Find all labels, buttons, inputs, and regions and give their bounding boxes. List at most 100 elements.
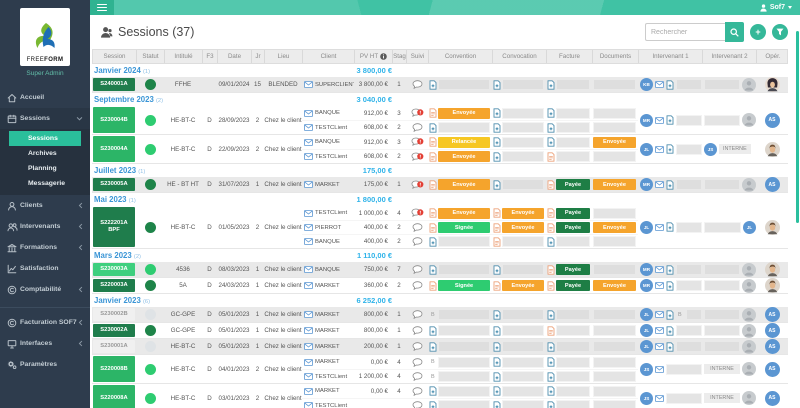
pdf-icon[interactable]: [493, 280, 501, 291]
intervenant1-avatar[interactable]: JL: [640, 308, 653, 321]
document-add-icon[interactable]: [666, 115, 674, 125]
session-row[interactable]: S230001A HE-BT-C D 05/01/2023 1 Chez le clien…: [92, 339, 788, 355]
pdf-icon[interactable]: [429, 208, 437, 218]
session-code-badge[interactable]: S230002B: [93, 308, 135, 321]
operator-photo-avatar[interactable]: [764, 278, 780, 293]
group-label[interactable]: Mai 2023 (1): [94, 195, 136, 204]
chat-alert-icon[interactable]: [410, 152, 424, 162]
document-add-icon[interactable]: [666, 325, 674, 336]
document-add-icon[interactable]: [493, 108, 501, 118]
chat-alert-icon[interactable]: [410, 108, 424, 118]
session-code-badge[interactable]: S230001A: [93, 340, 135, 353]
filter-button[interactable]: [772, 24, 788, 40]
convention-status-badge[interactable]: Signée: [438, 280, 490, 291]
pdf-icon[interactable]: [429, 151, 437, 162]
chat-icon[interactable]: [412, 401, 423, 408]
mail-icon[interactable]: [655, 266, 664, 273]
operator-avatar[interactable]: AS: [764, 112, 780, 128]
hamburger-button[interactable]: [90, 0, 114, 15]
chat-icon[interactable]: [412, 223, 423, 232]
document-add-icon[interactable]: [429, 341, 437, 352]
envelope-icon[interactable]: [304, 343, 313, 350]
session-row[interactable]: S230004B HE-BT-C D 28/09/2023 2 Chez le clien…: [92, 106, 788, 135]
pdf-icon[interactable]: [429, 280, 437, 291]
intervenant1-avatar[interactable]: MR: [640, 178, 653, 191]
chat-icon[interactable]: [412, 281, 423, 290]
envelope-icon[interactable]: [304, 402, 313, 408]
session-row[interactable]: S240001A FFHE 09/01/2024 15 BLENDED SUPERCLIE…: [92, 77, 788, 93]
envelope-icon[interactable]: [304, 311, 313, 318]
session-row[interactable]: S220008B HE-BT-C D 04/01/2023 2 Chez le clien…: [92, 355, 788, 384]
chat-icon[interactable]: [412, 237, 423, 246]
column-header-pv-ht[interactable]: PV HT: [355, 50, 393, 63]
sidebar-subitem-planning[interactable]: Planning: [28, 165, 57, 172]
sidebar-subitem-messagerie[interactable]: Messagerie: [28, 180, 66, 187]
sidebar-item-interfaces[interactable]: Interfaces: [0, 333, 90, 354]
session-code-badge[interactable]: S230005A: [93, 178, 135, 191]
envelope-icon[interactable]: [304, 209, 313, 217]
document-add-icon[interactable]: [493, 400, 501, 408]
convention-status-badge[interactable]: Envoyée: [438, 107, 490, 119]
chat-icon[interactable]: [412, 372, 423, 381]
session-code-badge[interactable]: S230004B: [93, 107, 135, 133]
search-input[interactable]: [645, 23, 725, 41]
session-code-badge[interactable]: S230002A: [93, 324, 135, 337]
column-header-stag[interactable]: Stag: [393, 50, 407, 63]
facture-status-badge[interactable]: Payée: [556, 280, 590, 291]
column-header-suivi[interactable]: Suivi: [407, 50, 429, 63]
operator-avatar[interactable]: AS: [764, 323, 780, 338]
search-button[interactable]: [725, 22, 744, 42]
operator-photo-avatar[interactable]: [764, 141, 780, 157]
pdf-icon[interactable]: [547, 151, 555, 162]
document-add-icon[interactable]: [666, 309, 674, 320]
document-add-icon[interactable]: [429, 264, 437, 275]
document-add-icon[interactable]: [493, 264, 501, 275]
document-add-icon[interactable]: [666, 179, 674, 190]
document-add-icon[interactable]: [493, 325, 501, 336]
session-row[interactable]: S230003A 4536 D 08/03/2023 1 Chez le client BA…: [92, 262, 788, 278]
pdf-icon[interactable]: [493, 236, 501, 247]
session-row[interactable]: S230004A HE-BT-C D 22/09/2023 2 Chez le clien…: [92, 135, 788, 164]
operator-photo-avatar[interactable]: [764, 262, 780, 277]
intervenant1-avatar[interactable]: JS: [640, 391, 653, 405]
facture-status-badge[interactable]: Payée: [556, 179, 590, 190]
mail-icon[interactable]: [655, 394, 664, 402]
pdf-icon[interactable]: [493, 208, 501, 218]
column-header-intervenant-2[interactable]: Intervenant 2: [703, 50, 757, 63]
session-code-badge[interactable]: S220003A: [93, 279, 135, 292]
envelope-icon[interactable]: [304, 124, 313, 131]
envelope-icon[interactable]: [304, 238, 313, 245]
document-add-icon[interactable]: [547, 236, 555, 247]
document-add-icon[interactable]: [547, 108, 555, 118]
session-row[interactable]: S220008A HE-BT-C D 03/01/2023 2 Chez le clien…: [92, 384, 788, 408]
pdf-icon[interactable]: [493, 222, 501, 233]
document-add-icon[interactable]: [493, 151, 501, 162]
pdf-icon[interactable]: [547, 264, 555, 275]
document-add-icon[interactable]: [547, 79, 555, 90]
document-add-icon[interactable]: [493, 79, 501, 90]
sidebar-subitem-sessions[interactable]: Sessions: [9, 131, 81, 146]
document-add-icon[interactable]: [666, 222, 674, 232]
column-header-intitule[interactable]: Intitulé: [165, 50, 203, 63]
document-add-icon[interactable]: [429, 236, 437, 247]
column-header-jr[interactable]: Jr: [252, 50, 265, 63]
envelope-icon[interactable]: [304, 282, 313, 289]
pdf-icon[interactable]: [429, 108, 437, 118]
document-add-icon[interactable]: [547, 386, 555, 396]
document-add-icon[interactable]: [429, 325, 437, 336]
intervenant1-avatar[interactable]: MR: [640, 263, 653, 276]
documents-status-badge[interactable]: Envoyée: [593, 136, 636, 148]
chat-icon[interactable]: [412, 326, 423, 335]
intervenant2-avatar[interactable]: JL: [743, 220, 756, 234]
envelope-icon[interactable]: [304, 181, 313, 188]
convocation-status-badge[interactable]: Envoyée: [502, 280, 544, 291]
document-add-icon[interactable]: [493, 122, 501, 133]
column-header-documents[interactable]: Documents: [593, 50, 639, 63]
group-label[interactable]: Juillet 2023 (1): [94, 166, 146, 175]
mail-icon[interactable]: [655, 282, 664, 289]
session-code-badge[interactable]: S220008B: [93, 356, 135, 382]
column-header-f3[interactable]: F3: [203, 50, 218, 63]
pdf-icon[interactable]: [429, 137, 437, 147]
envelope-icon[interactable]: [304, 138, 313, 146]
operator-photo-avatar[interactable]: [764, 219, 780, 235]
